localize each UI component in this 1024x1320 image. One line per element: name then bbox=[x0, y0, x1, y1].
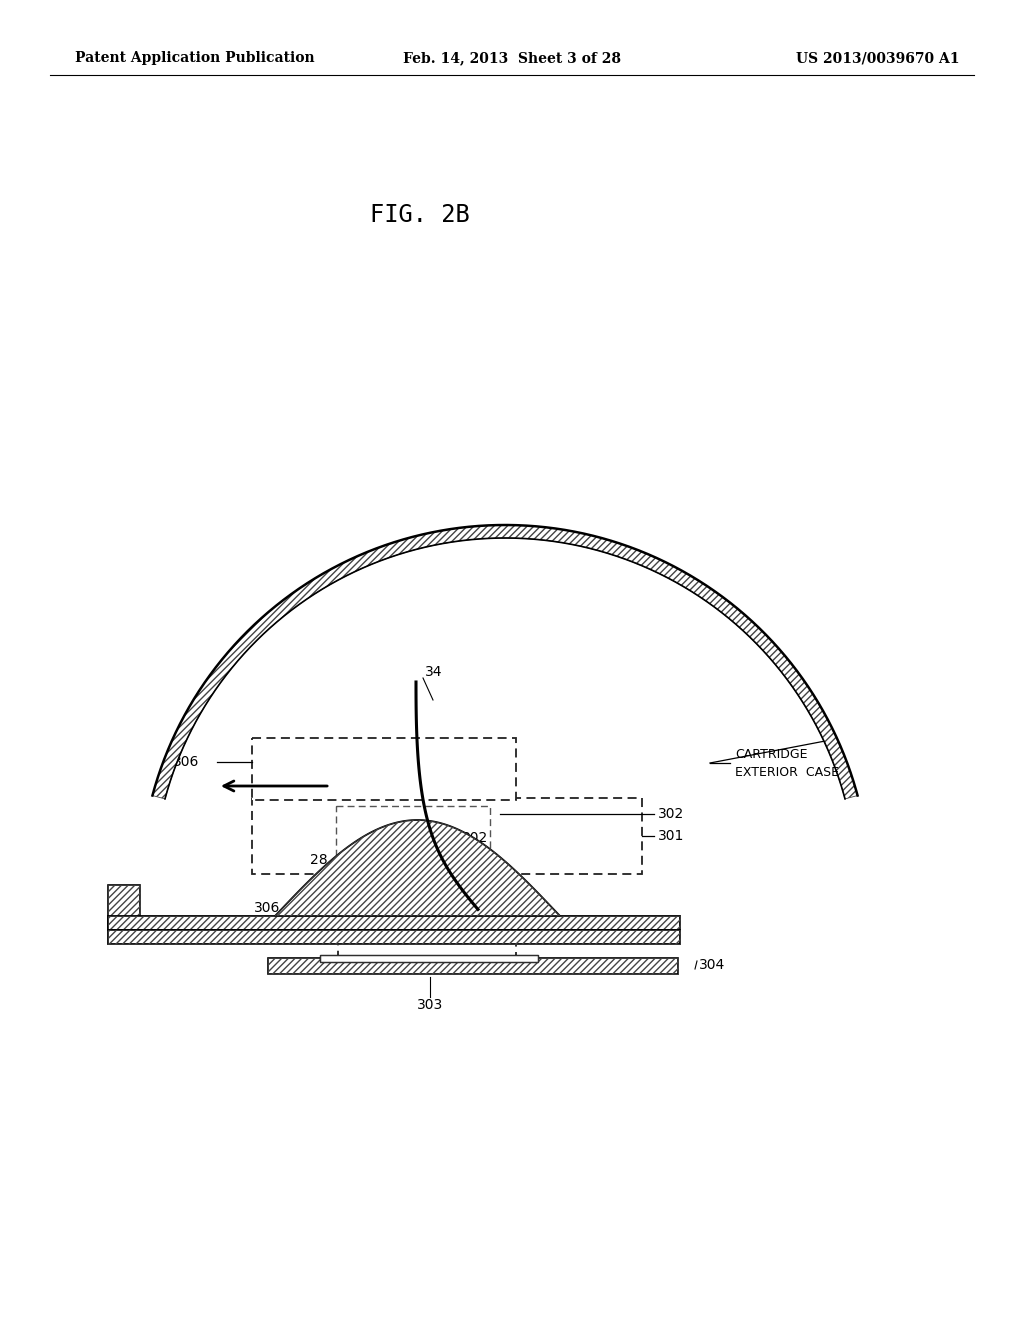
Text: 303: 303 bbox=[417, 998, 443, 1012]
Text: 306: 306 bbox=[173, 755, 199, 770]
Text: 306: 306 bbox=[254, 902, 280, 915]
Bar bbox=[252, 738, 516, 800]
Text: EXTERIOR  CASE: EXTERIOR CASE bbox=[735, 766, 839, 779]
Bar bbox=[336, 807, 490, 866]
Text: CARTRIDGE: CARTRIDGE bbox=[735, 747, 808, 760]
Text: 28: 28 bbox=[310, 853, 328, 867]
Polygon shape bbox=[319, 954, 538, 962]
Polygon shape bbox=[108, 884, 140, 928]
Text: 301: 301 bbox=[658, 829, 684, 843]
Text: 302: 302 bbox=[462, 832, 488, 845]
Polygon shape bbox=[268, 958, 678, 974]
Text: Patent Application Publication: Patent Application Publication bbox=[75, 51, 314, 65]
Text: FIG. 2B: FIG. 2B bbox=[370, 203, 470, 227]
Text: US 2013/0039670 A1: US 2013/0039670 A1 bbox=[797, 51, 961, 65]
Text: 34: 34 bbox=[425, 665, 442, 678]
Text: Feb. 14, 2013  Sheet 3 of 28: Feb. 14, 2013 Sheet 3 of 28 bbox=[403, 51, 621, 65]
Text: 301: 301 bbox=[465, 849, 492, 863]
Text: 304: 304 bbox=[699, 958, 725, 972]
Polygon shape bbox=[108, 931, 680, 944]
Bar bbox=[252, 799, 642, 874]
Polygon shape bbox=[108, 916, 680, 931]
Polygon shape bbox=[153, 525, 857, 799]
Text: 302: 302 bbox=[658, 807, 684, 821]
Bar bbox=[338, 870, 516, 968]
Polygon shape bbox=[275, 820, 560, 916]
